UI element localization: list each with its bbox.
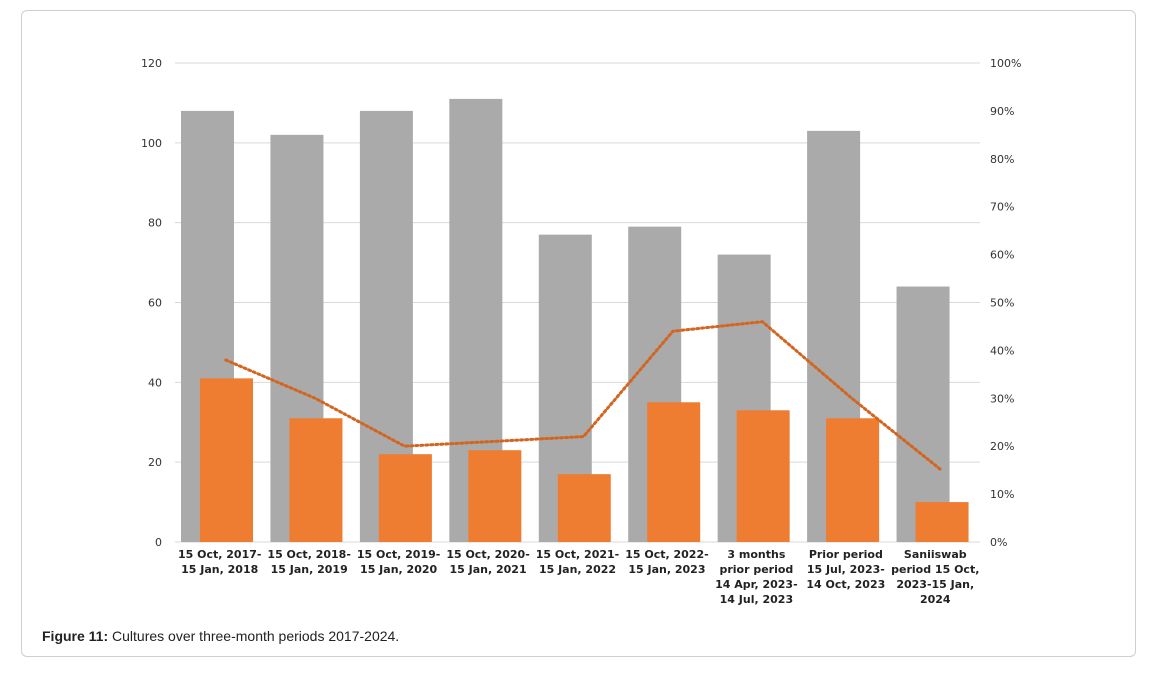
x-tick-label: 15 Jan, 2019: [271, 563, 348, 576]
figure-caption: Figure 11: Cultures over three-month per…: [42, 628, 399, 644]
x-tick-label: 15 Oct, 2019-: [357, 548, 440, 561]
x-tick-label: 15 Oct, 2017-: [178, 548, 261, 561]
x-tick-label: Saniiswab: [904, 548, 967, 561]
x-tick-label: Prior period: [809, 548, 883, 561]
x-tick-label: 3 months: [727, 548, 785, 561]
bar-orange: [468, 450, 522, 542]
x-tick-label: 15 Jan, 2022: [539, 563, 616, 576]
y2-tick-label: 0%: [990, 536, 1007, 549]
x-tick-label: 15 Oct, 2021-: [536, 548, 619, 561]
bar-orange: [736, 410, 790, 542]
x-tick-label: 15 Jan, 2021: [450, 563, 527, 576]
caption-text: Cultures over three-month periods 2017-2…: [108, 628, 400, 644]
y-tick-label: 120: [141, 57, 162, 70]
y-tick-label: 80: [148, 217, 162, 230]
y-tick-label: 20: [148, 456, 162, 469]
bar-orange: [557, 474, 611, 542]
y2-tick-label: 30%: [990, 392, 1014, 405]
y2-tick-label: 10%: [990, 488, 1014, 501]
series-line: [224, 320, 943, 472]
x-tick-label: prior period: [719, 563, 793, 576]
x-tick-label: 2024: [920, 593, 951, 606]
y-tick-label: 60: [148, 297, 162, 310]
x-tick-label: 14 Apr, 2023-: [715, 578, 798, 591]
caption-label: Figure 11:: [42, 628, 109, 644]
x-tick-label: 15 Oct, 2022-: [625, 548, 708, 561]
y2-tick-label: 80%: [990, 153, 1014, 166]
bar-orange: [647, 402, 701, 542]
x-tick-label: 2023-15 Jan,: [896, 578, 974, 591]
y2-tick-label: 60%: [990, 249, 1014, 262]
x-tick-label: 15 Jan, 2023: [628, 563, 705, 576]
bar-orange: [378, 454, 432, 542]
y-tick-label: 100: [141, 137, 162, 150]
y2-tick-label: 100%: [990, 57, 1021, 70]
y2-tick-label: 40%: [990, 344, 1014, 357]
x-tick-label: period 15 Oct,: [891, 563, 979, 576]
x-tick-label: 15 Jul, 2023-: [807, 563, 885, 576]
bar-gray: [896, 286, 950, 542]
x-tick-label: 15 Jan, 2020: [360, 563, 437, 576]
bar-orange: [915, 502, 969, 542]
y2-tick-label: 50%: [990, 297, 1014, 310]
x-tick-label: 14 Oct, 2023: [806, 578, 885, 591]
y2-tick-label: 90%: [990, 105, 1014, 118]
y2-tick-label: 20%: [990, 440, 1014, 453]
y2-tick-label: 70%: [990, 201, 1014, 214]
y-tick-label: 0: [155, 536, 162, 549]
x-tick-label: 15 Jan, 2018: [181, 563, 258, 576]
bar-orange: [289, 418, 343, 542]
bar-orange: [826, 418, 880, 542]
x-tick-label: 14 Jul, 2023: [720, 593, 793, 606]
y-tick-label: 40: [148, 376, 162, 389]
x-tick-label: 15 Oct, 2020-: [446, 548, 529, 561]
x-tick-label: 15 Oct, 2018-: [267, 548, 350, 561]
bar-orange: [200, 378, 253, 542]
